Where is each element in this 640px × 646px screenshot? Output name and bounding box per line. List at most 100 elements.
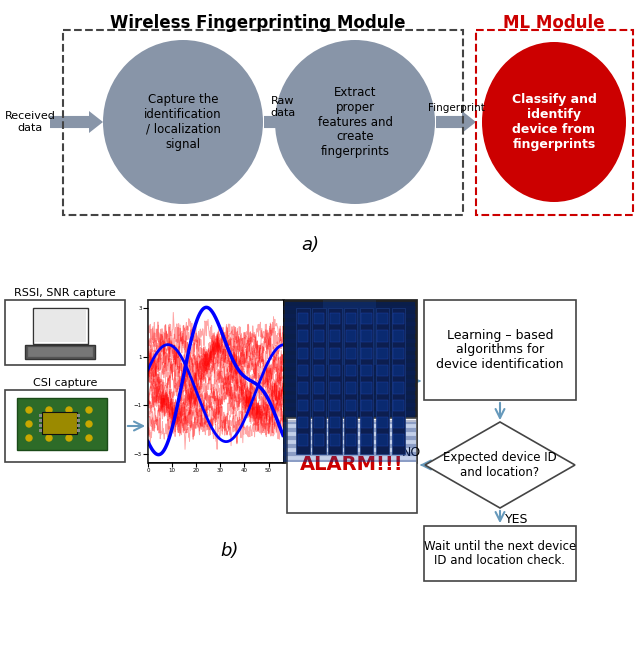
Bar: [5, 300, 125, 365]
Circle shape: [26, 407, 32, 413]
Bar: [378, 348, 388, 359]
Bar: [330, 400, 340, 411]
Bar: [330, 417, 340, 428]
Text: a): a): [301, 236, 319, 254]
Text: Classify and
identify
device from
fingerprints: Classify and identify device from finger…: [511, 93, 596, 151]
Bar: [330, 435, 340, 446]
Ellipse shape: [275, 40, 435, 204]
Bar: [148, 300, 283, 462]
Bar: [394, 313, 404, 324]
Ellipse shape: [482, 42, 626, 202]
Bar: [314, 435, 324, 446]
Polygon shape: [425, 422, 575, 508]
Circle shape: [46, 407, 52, 413]
Bar: [394, 365, 404, 377]
Bar: [424, 300, 576, 400]
Bar: [346, 330, 356, 342]
Bar: [378, 435, 388, 446]
Bar: [296, 308, 310, 454]
Bar: [362, 435, 372, 446]
Bar: [360, 308, 374, 454]
Bar: [394, 382, 404, 393]
Bar: [77, 424, 80, 427]
Bar: [346, 417, 356, 428]
Bar: [346, 435, 356, 446]
Bar: [39, 429, 42, 432]
Bar: [394, 348, 404, 359]
Bar: [394, 435, 404, 446]
Bar: [298, 313, 308, 324]
Bar: [314, 313, 324, 324]
Bar: [476, 30, 633, 215]
Bar: [378, 382, 388, 393]
Bar: [378, 365, 388, 377]
Bar: [362, 330, 372, 342]
Bar: [298, 400, 308, 411]
Bar: [312, 308, 326, 454]
Ellipse shape: [103, 40, 263, 204]
Bar: [392, 308, 405, 454]
Bar: [330, 330, 340, 342]
Bar: [33, 308, 88, 344]
Bar: [378, 313, 388, 324]
Circle shape: [26, 435, 32, 441]
Bar: [5, 390, 125, 462]
Bar: [314, 382, 324, 393]
Text: NO: NO: [402, 446, 421, 459]
Bar: [314, 348, 324, 359]
Bar: [298, 348, 308, 359]
Circle shape: [26, 421, 32, 427]
Text: Received
data: Received data: [4, 111, 56, 133]
Bar: [42, 412, 77, 434]
Text: RSSI, SNR capture: RSSI, SNR capture: [14, 288, 116, 298]
Polygon shape: [50, 111, 103, 133]
Text: CSI capture: CSI capture: [33, 378, 97, 388]
Bar: [35, 310, 86, 342]
Circle shape: [46, 435, 52, 441]
Bar: [424, 526, 576, 581]
Bar: [328, 308, 342, 454]
Bar: [376, 308, 389, 454]
Circle shape: [86, 421, 92, 427]
Bar: [39, 419, 42, 422]
Text: ALARM!!!: ALARM!!!: [300, 455, 404, 475]
Text: Raw
data: Raw data: [270, 96, 296, 118]
Bar: [63, 30, 463, 215]
Bar: [17, 398, 107, 450]
Text: Fingerprint: Fingerprint: [428, 103, 484, 113]
Text: Capture the
identification
/ localization
signal: Capture the identification / localizatio…: [144, 93, 222, 151]
Bar: [330, 365, 340, 377]
Bar: [298, 365, 308, 377]
Bar: [362, 313, 372, 324]
Bar: [346, 382, 356, 393]
Bar: [298, 435, 308, 446]
Bar: [362, 417, 372, 428]
Circle shape: [86, 407, 92, 413]
Circle shape: [66, 407, 72, 413]
Bar: [314, 330, 324, 342]
Bar: [394, 400, 404, 411]
Bar: [323, 300, 376, 365]
Bar: [330, 382, 340, 393]
Bar: [25, 345, 95, 359]
Bar: [362, 400, 372, 411]
Text: Wireless Fingerprinting Module: Wireless Fingerprinting Module: [110, 14, 406, 32]
Bar: [314, 400, 324, 411]
Text: Expected device ID
and location?: Expected device ID and location?: [443, 451, 557, 479]
Text: ML Module: ML Module: [503, 14, 605, 32]
Bar: [346, 348, 356, 359]
Circle shape: [46, 421, 52, 427]
Bar: [77, 419, 80, 422]
Circle shape: [66, 435, 72, 441]
Bar: [314, 365, 324, 377]
Bar: [346, 313, 356, 324]
Bar: [362, 382, 372, 393]
Bar: [394, 330, 404, 342]
Text: Wait until the next device
ID and location check.: Wait until the next device ID and locati…: [424, 539, 576, 567]
Bar: [283, 300, 416, 462]
Bar: [378, 400, 388, 411]
Bar: [77, 414, 80, 417]
Bar: [362, 348, 372, 359]
Bar: [39, 414, 42, 417]
Text: Extract
proper
features and
create
fingerprints: Extract proper features and create finge…: [317, 85, 392, 158]
